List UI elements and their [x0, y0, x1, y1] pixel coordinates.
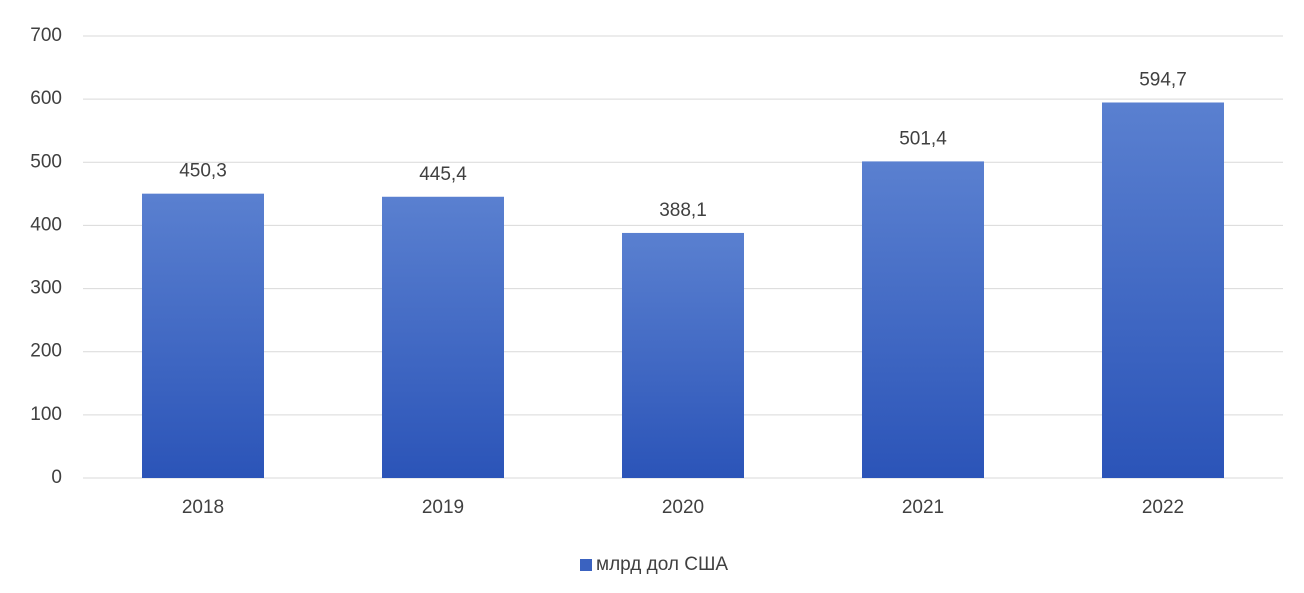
y-tick-label: 300 [30, 278, 62, 299]
data-label: 388,1 [659, 200, 707, 221]
bar [862, 161, 984, 478]
x-tick-label: 2018 [182, 497, 224, 518]
y-tick-label: 400 [30, 214, 62, 235]
x-tick-label: 2020 [662, 497, 704, 518]
y-tick-label: 600 [30, 88, 62, 109]
y-tick-label: 700 [30, 25, 62, 46]
y-tick-label: 0 [51, 467, 62, 488]
data-label: 450,3 [179, 161, 227, 182]
data-label: 501,4 [899, 128, 947, 149]
legend-label: млрд дол США [596, 554, 728, 575]
data-label: 594,7 [1139, 70, 1187, 91]
bar [1102, 102, 1224, 478]
x-tick-label: 2021 [902, 497, 944, 518]
x-tick-label: 2019 [422, 497, 464, 518]
data-label: 445,4 [419, 164, 467, 185]
bar [142, 193, 264, 478]
y-tick-label: 500 [30, 151, 62, 172]
x-tick-label: 2022 [1142, 497, 1184, 518]
y-tick-label: 100 [30, 404, 62, 425]
y-tick-label: 200 [30, 341, 62, 362]
legend-swatch [580, 559, 592, 571]
bar [622, 232, 744, 478]
bar [382, 196, 504, 478]
